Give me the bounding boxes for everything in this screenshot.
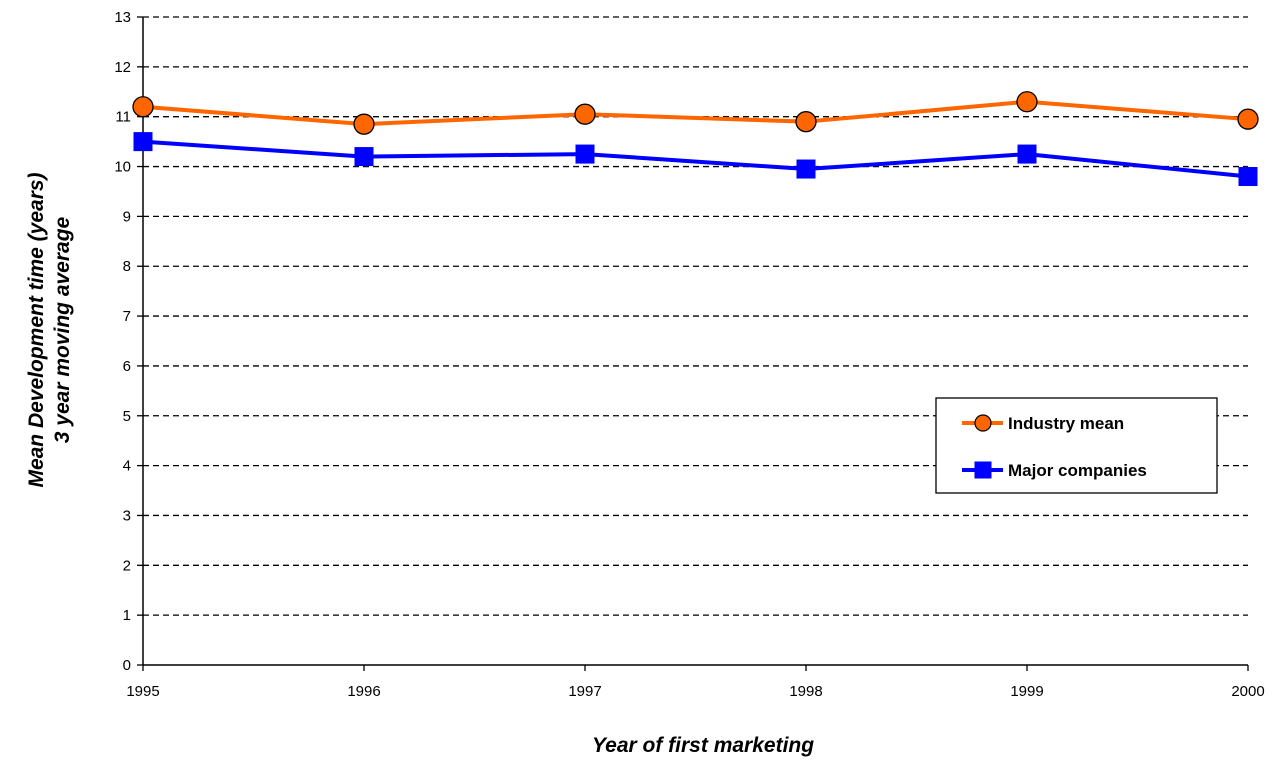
series <box>132 91 1259 187</box>
legend: Industry mean Major companies <box>935 397 1218 494</box>
series-line <box>142 139 1249 179</box>
x-tick-label: 1998 <box>789 683 822 700</box>
y-axis-title-line2: 3 year moving average <box>51 216 74 443</box>
data-point <box>354 147 374 167</box>
y-tick-label: 2 <box>123 557 131 574</box>
x-axis-ticks: 1995 1996 1997 1998 1999 2000 <box>126 665 1265 700</box>
y-tick-label: 6 <box>123 358 131 375</box>
legend-marker <box>974 461 992 479</box>
y-tick-label: 13 <box>114 9 131 26</box>
data-point <box>1017 144 1037 164</box>
y-tick-label: 12 <box>114 59 131 76</box>
data-point <box>795 111 817 133</box>
y-tick-label: 9 <box>123 208 131 225</box>
data-point <box>132 96 154 118</box>
y-axis-title: Mean Development time (years) 3 year mov… <box>25 172 74 487</box>
data-point <box>796 159 816 179</box>
data-point <box>353 113 375 135</box>
legend-label: Industry mean <box>1008 414 1124 433</box>
y-tick-label: 1 <box>123 607 131 624</box>
legend-label: Major companies <box>1008 461 1147 480</box>
x-tick-label: 2000 <box>1231 683 1264 700</box>
y-tick-label: 8 <box>123 258 131 275</box>
data-point <box>133 132 153 152</box>
x-tick-label: 1996 <box>347 683 380 700</box>
y-tick-label: 5 <box>123 408 131 425</box>
x-tick-label: 1999 <box>1010 683 1043 700</box>
y-tick-label: 7 <box>123 308 131 325</box>
data-point <box>1237 108 1259 130</box>
axes <box>142 17 1248 666</box>
data-point <box>1016 91 1038 113</box>
y-tick-label: 0 <box>123 657 131 674</box>
data-point <box>575 144 595 164</box>
series-line <box>142 99 1249 127</box>
y-tick-label: 3 <box>123 507 131 524</box>
x-tick-label: 1997 <box>568 683 601 700</box>
y-tick-label: 10 <box>114 159 131 176</box>
data-point <box>1238 167 1258 187</box>
legend-marker <box>974 414 992 432</box>
y-tick-label: 4 <box>123 458 131 475</box>
x-axis-title: Year of first marketing <box>592 734 814 757</box>
y-axis-title-line1: Mean Development time (years) <box>25 172 48 487</box>
y-tick-label: 11 <box>115 109 131 126</box>
x-tick-label: 1995 <box>126 683 159 700</box>
gridlines <box>143 16 1248 616</box>
data-point <box>574 103 596 125</box>
